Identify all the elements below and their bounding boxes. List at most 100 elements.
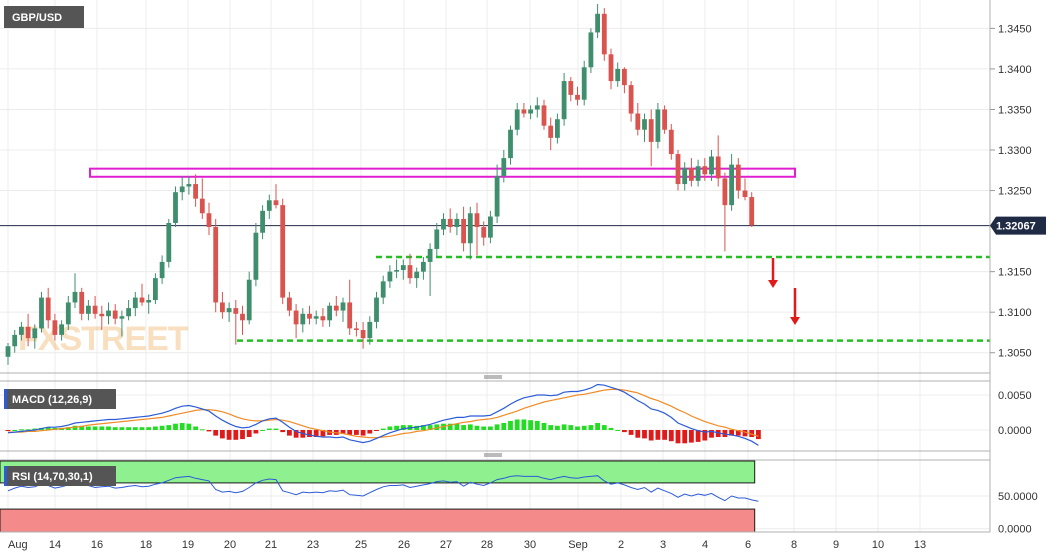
x-tick-label: 14 <box>49 539 61 551</box>
candle-body <box>173 192 178 223</box>
macd-histogram-bar <box>568 425 574 430</box>
candle-body <box>689 167 694 181</box>
candle-body <box>273 200 279 206</box>
x-tick-label: 28 <box>481 539 493 551</box>
macd-histogram-bar <box>146 427 152 430</box>
macd-histogram-bar <box>19 429 24 431</box>
macd-histogram-bar <box>213 430 219 436</box>
macd-histogram-bar <box>206 430 212 432</box>
candle-body <box>374 297 379 322</box>
candle-body <box>347 302 353 329</box>
candle-body <box>213 227 219 303</box>
candle-body <box>521 109 527 114</box>
price-tick-label: 1.3350 <box>998 104 1032 116</box>
candle-body <box>548 125 554 138</box>
macd-histogram-bar <box>508 420 513 430</box>
macd-rsi-resize-handle[interactable] <box>484 453 502 457</box>
fxstreet-watermark: FXSTREET <box>18 320 189 358</box>
candle-body <box>622 68 627 86</box>
current-price-label: 1.32067 <box>996 221 1036 233</box>
macd-histogram-bar <box>280 430 286 433</box>
price-tick-label: 1.3150 <box>998 267 1032 279</box>
macd-histogram-bar <box>454 423 460 430</box>
macd-histogram-bar <box>79 425 85 430</box>
candle-body <box>367 321 373 339</box>
macd-histogram-bar <box>575 426 580 430</box>
macd-histogram-bar <box>528 420 533 430</box>
candle-body <box>427 248 433 262</box>
x-tick-label: 16 <box>91 539 103 551</box>
macd-histogram-bar <box>374 430 379 431</box>
candle-body <box>280 205 286 298</box>
candle-body <box>360 330 366 339</box>
macd-histogram-bar <box>655 430 661 440</box>
candle-body <box>749 197 755 226</box>
macd-signal-line <box>8 388 759 439</box>
macd-histogram-bar <box>32 428 38 430</box>
candles <box>5 4 755 365</box>
macd-histogram-bar <box>86 426 91 430</box>
macd-histogram-bar <box>132 427 138 430</box>
macd-histogram-bar <box>501 423 507 430</box>
candle-body <box>467 213 473 244</box>
candle-body <box>287 297 292 311</box>
candle-body <box>568 81 574 95</box>
watermark-layer: FXSTREET <box>18 320 190 358</box>
candle-body <box>240 313 245 321</box>
macd-histogram-bar <box>481 426 487 430</box>
price-tick-label: 1.3250 <box>998 186 1032 198</box>
macd-tick-label: 0.0000 <box>998 425 1032 437</box>
symbol-label[interactable]: GBP/USD <box>4 6 84 28</box>
macd-histogram-bar <box>461 425 466 430</box>
rsi-label[interactable]: RSI (14,70,30,1) <box>4 466 116 486</box>
candle-body <box>722 178 728 206</box>
macd-histogram-bar <box>45 427 51 430</box>
macd-label[interactable]: MACD (12,26,9) <box>4 389 116 409</box>
macd-histogram-bar <box>99 426 105 430</box>
macd-histogram-bar <box>287 430 292 436</box>
candle-body <box>642 119 647 130</box>
down-arrow-head <box>790 317 800 325</box>
x-tick-label: Sep <box>568 539 588 551</box>
macd-histogram-bar <box>240 430 245 440</box>
candle-body <box>132 297 138 309</box>
macd-histogram-bar <box>689 430 694 443</box>
macd-histogram-bar <box>266 428 272 430</box>
macd-histogram-bar <box>307 430 312 437</box>
candle-body <box>19 326 24 335</box>
candle-body <box>293 310 299 325</box>
candle-body <box>39 297 44 329</box>
candle-body <box>655 109 661 142</box>
candle-body <box>394 270 399 272</box>
candle-body <box>675 154 681 185</box>
candle-body <box>742 190 748 198</box>
macd-histogram-bar <box>25 429 31 431</box>
macd-histogram-bar <box>139 427 145 430</box>
candle-body <box>454 218 460 228</box>
candle-body <box>595 13 600 33</box>
macd-histogram-bar <box>628 430 634 435</box>
candle-body <box>648 119 654 142</box>
macd-histogram-bar <box>380 428 386 430</box>
macd-histogram-bar <box>729 430 734 436</box>
candle-body <box>139 297 145 303</box>
price-macd-resize-handle[interactable] <box>484 375 502 379</box>
macd-histogram-bar <box>615 430 621 431</box>
macd-histogram-bar <box>5 430 11 431</box>
symbol-label-text: GBP/USD <box>12 12 62 24</box>
candle-body <box>340 302 346 311</box>
macd-histogram-bar <box>467 424 473 430</box>
macd-histogram-bar <box>400 425 406 430</box>
current-price-tag: 1.32067 <box>990 216 1046 235</box>
macd-histogram-bar <box>126 427 131 430</box>
price-tick-label: 1.3100 <box>998 307 1032 319</box>
macd-histogram-bar <box>635 430 641 438</box>
x-tick-label: 27 <box>440 539 452 551</box>
macd-histogram-bar <box>260 430 265 431</box>
candle-body <box>186 184 192 187</box>
candle-body <box>59 324 64 335</box>
candle-body <box>709 156 714 175</box>
candle-body <box>65 302 71 325</box>
candle-body <box>508 129 513 159</box>
macd-series <box>5 383 761 446</box>
